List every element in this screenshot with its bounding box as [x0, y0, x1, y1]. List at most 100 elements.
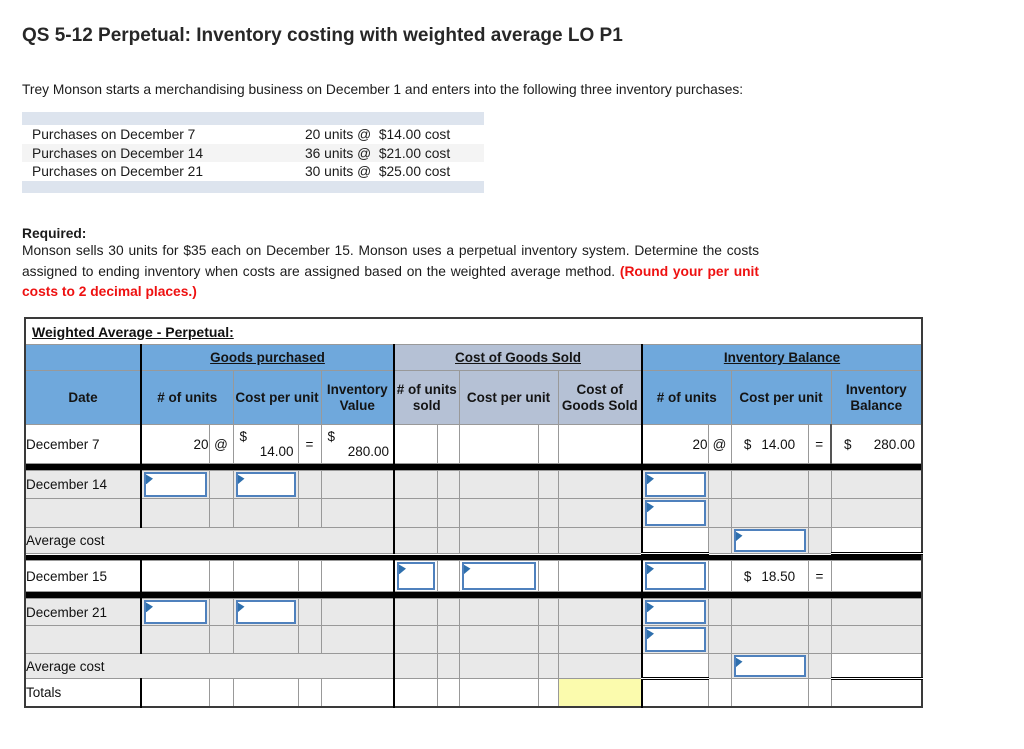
required-paragraph: Monson sells 30 units for $35 each on De… — [22, 241, 759, 303]
empty-cell — [707, 470, 732, 500]
empty-cell — [830, 625, 923, 655]
empty-cell — [297, 470, 322, 500]
section-divider — [25, 463, 922, 472]
comment-flag-icon — [463, 564, 471, 575]
purchases-table-header-bar — [22, 112, 484, 126]
date-cell-december-14: December 14 — [24, 470, 142, 500]
empty-cell — [730, 598, 809, 627]
empty-cell — [436, 424, 460, 465]
input-dec15-balance-units[interactable] — [645, 562, 706, 591]
input-dec21-balance-units-1[interactable] — [645, 600, 706, 625]
comment-flag-icon — [237, 602, 245, 613]
empty-cell — [458, 625, 539, 655]
purchases-table: Purchases on December 7 20 units @ $14.0… — [22, 112, 484, 193]
empty-cell — [707, 527, 732, 555]
input-dec21-balance-units-2[interactable] — [645, 627, 706, 653]
equals-cell: = — [297, 424, 322, 465]
comment-flag-icon — [237, 474, 245, 485]
cell-avg21-balance-cost — [730, 653, 809, 680]
purchase-label: Purchases on December 14 — [32, 145, 204, 161]
empty-cell — [320, 625, 395, 655]
empty-cell — [436, 653, 460, 680]
empty-cell — [393, 424, 438, 465]
section-divider — [25, 553, 922, 562]
empty-cell — [730, 498, 809, 529]
input-dec15-units-sold[interactable] — [397, 562, 435, 591]
empty-cell — [24, 625, 142, 655]
input-avg14-balance-cost[interactable] — [733, 529, 806, 553]
group-header-text: Goods purchased — [210, 350, 325, 366]
comment-flag-icon — [146, 474, 153, 485]
input-dec14-purchased-cost[interactable] — [235, 472, 296, 498]
cell-dec21-purchased-cost — [232, 598, 299, 627]
empty-cell — [707, 653, 732, 680]
empty-cell — [320, 560, 395, 593]
input-dec15-cost-per-unit[interactable] — [461, 562, 536, 591]
input-dec14-purchased-units[interactable] — [144, 472, 207, 498]
empty-cell — [807, 470, 832, 500]
col-header-units-balance: # of units — [641, 370, 732, 426]
corner-cell — [24, 344, 142, 372]
cell-dec14-balance-units-1 — [641, 470, 709, 500]
amount: 280.00 — [347, 444, 389, 460]
empty-cell — [557, 527, 643, 555]
dollar-sign: $ — [743, 436, 752, 452]
input-dec21-purchased-cost[interactable] — [235, 600, 296, 625]
equals-cell: = — [807, 424, 832, 465]
empty-cell — [641, 678, 709, 708]
dec7-balance-cost: $14.00 — [730, 424, 809, 465]
empty-cell — [208, 560, 234, 593]
comment-flag-icon — [647, 474, 654, 485]
group-header-inventory-balance: Inventory Balance — [641, 344, 923, 372]
empty-cell — [807, 498, 832, 529]
empty-cell — [537, 560, 559, 593]
group-header-text: Inventory Balance — [723, 350, 841, 366]
empty-cell — [830, 470, 923, 500]
input-dec14-balance-units-2[interactable] — [645, 500, 706, 527]
dec7-purchased-cost: $14.00 — [232, 424, 299, 465]
cell-avg14-balance-cost — [730, 527, 809, 555]
empty-cell — [458, 424, 539, 465]
empty-cell — [830, 498, 923, 529]
dec7-purchased-units: 20 — [140, 424, 210, 465]
purchase-value: 20 units @ $14.00 cost — [305, 127, 451, 143]
avg14-inventory-balance-total-cell — [830, 527, 923, 556]
purchase-row: Purchases on December 14 36 units @ $21.… — [22, 143, 484, 163]
empty-cell — [557, 498, 643, 529]
empty-cell — [393, 625, 438, 655]
rounding-note: (Round your per unit costs to 2 decimal … — [22, 263, 759, 300]
intro-paragraph: Trey Monson starts a merchandising busin… — [22, 82, 744, 97]
amount: 14.00 — [259, 444, 294, 460]
at-symbol-cell: @ — [208, 424, 234, 465]
required-heading: Required: — [22, 225, 87, 241]
empty-cell — [807, 625, 832, 655]
dollar-sign: $ — [844, 436, 852, 452]
input-dec21-purchased-units[interactable] — [144, 600, 207, 625]
cell-dec15-balance-units — [641, 560, 709, 593]
comment-flag-icon — [146, 602, 153, 613]
empty-cell — [830, 560, 923, 593]
input-avg21-balance-cost[interactable] — [733, 655, 806, 678]
group-header-text: Cost of Goods Sold — [455, 350, 581, 366]
empty-cell — [537, 470, 559, 500]
empty-cell — [436, 527, 460, 555]
worksheet-caption-text: Weighted Average - Perpetual: — [32, 323, 234, 340]
input-dec14-balance-units-1[interactable] — [645, 472, 706, 498]
purchase-value: 36 units @ $21.00 cost — [305, 145, 451, 161]
purchases-table-footer-bar — [22, 180, 484, 193]
empty-cell — [297, 598, 322, 627]
date-cell-december-15: December 15 — [24, 560, 142, 593]
date-cell-december-7: December 7 — [24, 424, 142, 465]
dollar-sign: $ — [743, 568, 752, 584]
section-divider — [25, 591, 922, 600]
dec7-inventory-balance: $280.00 — [830, 424, 923, 465]
avg21-inventory-balance-total-cell — [830, 653, 923, 681]
col-header-inventory-value: Inventory Value — [320, 370, 395, 426]
dollar-sign: $ — [239, 429, 248, 445]
empty-cell — [458, 598, 539, 627]
empty-cell — [320, 678, 395, 708]
worksheet-table: Weighted Average - Perpetual: Goods purc… — [24, 316, 923, 708]
col-header-inventory-balance: Inventory Balance — [830, 370, 923, 426]
totals-cogs-highlight-cell[interactable] — [557, 678, 643, 708]
